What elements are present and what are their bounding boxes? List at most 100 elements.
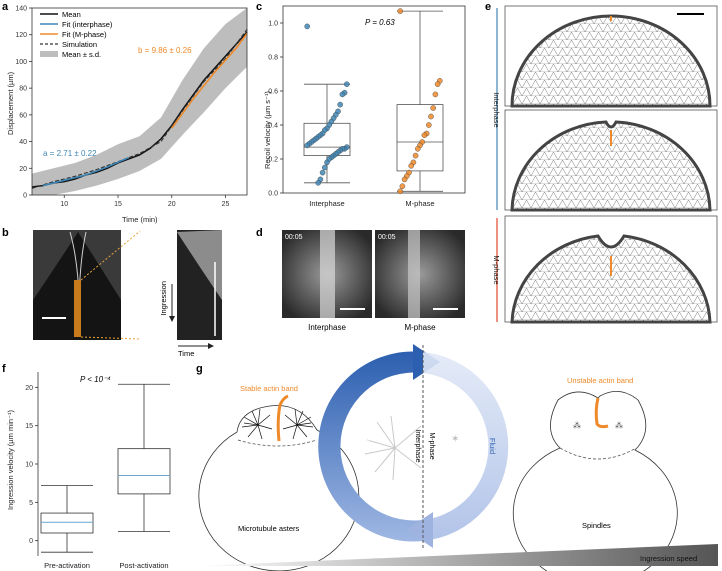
data-point	[428, 113, 434, 120]
panel-d-label-interphase: Interphase	[308, 323, 346, 332]
panel-a-ylabel: Displacement (µm)	[6, 71, 15, 135]
panel-a-chart: 0 20 40 60 80 100 120 140 10 15 20 25	[15, 6, 248, 208]
data-point	[432, 91, 439, 98]
ingression-arrowhead	[169, 316, 175, 322]
time-stamp-1: 00:05	[285, 234, 303, 241]
x-tick-label: 25	[222, 201, 230, 208]
unstable-band-label: Unstable actin band	[567, 376, 633, 385]
right-cell-dash	[559, 447, 637, 460]
stiff-label: Stiff	[362, 439, 371, 453]
panel-a-annot-b: b = 9.86 ± 0.26	[138, 46, 192, 55]
time-arrowhead	[208, 343, 214, 349]
panel-a-annot-a: a = 2.71 ± 0.22	[43, 149, 97, 158]
data-point	[324, 159, 330, 166]
panel-d-label-mphase: M-phase	[404, 323, 436, 332]
zoom-line-top	[80, 230, 141, 281]
legend-sd-swatch	[40, 51, 58, 57]
right-cell	[512, 391, 678, 571]
y-tick-label: 15	[25, 423, 33, 430]
panel-b-image: Ingression Time	[33, 230, 222, 358]
panel-a-xlabel: Time (min)	[122, 215, 158, 224]
ingression-label: Ingression	[159, 281, 168, 316]
panel-a-legend: Mean Fit (interphase) Fit (M-phase) Simu…	[40, 10, 113, 59]
panel-f-chart: 0 5 10 15 20 Pre-activation Post-activation	[25, 372, 171, 570]
panel-label-g: g	[196, 363, 203, 375]
x-tick-label: 20	[168, 201, 176, 208]
mean-line	[31, 31, 248, 188]
panel-c-chart: 0.0 0.2 0.4 0.6 0.8 1.0 Interphase M-phase	[268, 5, 466, 208]
spindle-right: ⁂	[615, 421, 623, 430]
category-label: Post-activation	[119, 561, 168, 570]
y-tick-label: 20	[25, 385, 33, 392]
box	[396, 104, 444, 172]
y-tick-label: 0.2	[268, 157, 278, 164]
panel-label-a: a	[2, 1, 9, 13]
y-tick-label: 140	[15, 6, 27, 13]
data-point	[337, 101, 344, 108]
y-tick-label: 0.0	[268, 191, 278, 198]
cycle-aster	[364, 415, 422, 481]
data-point	[319, 169, 326, 176]
data-point	[430, 105, 437, 111]
fit-interphase-line	[42, 156, 130, 187]
legend-sd: Mean ± s.d.	[62, 50, 101, 59]
data-point	[321, 164, 328, 171]
embryo-surface	[33, 230, 121, 300]
box	[40, 512, 94, 534]
speed-label: Ingression speed	[640, 554, 697, 563]
panel-label-f: f	[2, 363, 6, 375]
panel-c-frame	[282, 5, 466, 194]
y-tick-label: 100	[15, 59, 27, 66]
panel-label-b: b	[2, 227, 9, 239]
panel-label-e: e	[485, 1, 491, 13]
data-point	[399, 183, 406, 189]
unstable-actin-band	[594, 397, 609, 429]
y-tick-label: 40	[19, 139, 27, 146]
mphase-band	[408, 230, 420, 318]
y-tick-label: 0.4	[268, 123, 278, 130]
speed-wedge	[196, 544, 718, 566]
panel-e-mphase: M-phase	[492, 255, 501, 284]
sim-mesh-3	[510, 234, 712, 324]
y-tick-label: 0	[23, 193, 27, 200]
category-label: M-phase	[405, 199, 434, 208]
box	[117, 448, 171, 495]
data-point	[315, 179, 322, 186]
time-label: Time	[178, 349, 194, 358]
y-tick-label: 0.6	[268, 89, 278, 96]
spindles-label: Spindles	[582, 521, 611, 530]
category-label: Interphase	[309, 199, 344, 208]
data-point	[304, 142, 311, 149]
category-label: Pre-activation	[44, 561, 90, 570]
asters-label: Microtubule asters	[238, 524, 300, 533]
panel-label-d: d	[256, 227, 263, 239]
data-point	[408, 162, 415, 169]
data-point	[412, 152, 419, 159]
y-tick-label: 120	[15, 32, 27, 39]
y-tick-label: 1.0	[268, 21, 278, 28]
data-point	[434, 81, 441, 87]
panel-d-images: 00:05 00:05 Interphase M-phase	[282, 230, 465, 332]
cycle-spindle: ✶	[451, 434, 459, 445]
y-tick-label: 0	[29, 538, 33, 545]
panel-label-c: c	[256, 1, 262, 13]
panel-a-frame	[31, 7, 248, 196]
left-cell-dash	[237, 439, 318, 447]
panel-c-pvalue: P = 0.63	[365, 18, 395, 27]
data-point	[343, 81, 350, 87]
y-tick-label: 60	[19, 112, 27, 119]
data-point	[304, 23, 311, 30]
legend-mean: Mean	[62, 10, 81, 19]
data-point	[397, 8, 404, 14]
y-tick-label: 80	[19, 86, 27, 93]
zoom-line-bottom	[80, 336, 141, 340]
legend-fit-interphase: Fit (interphase)	[62, 20, 113, 29]
time-stamp-2: 00:05	[378, 234, 396, 241]
data-point	[425, 122, 432, 128]
stable-band-label: Stable actin band	[240, 384, 298, 393]
data-point	[397, 188, 404, 195]
left-asters	[241, 408, 314, 440]
fluid-label: Fluid	[488, 438, 497, 454]
stable-actin-band	[276, 394, 289, 442]
